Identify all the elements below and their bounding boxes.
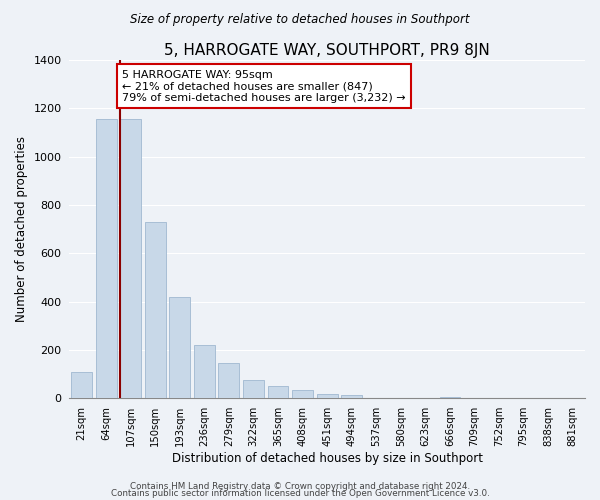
Bar xyxy=(268,386,289,398)
Bar xyxy=(96,120,116,398)
Bar xyxy=(317,394,338,398)
Bar xyxy=(341,395,362,398)
Text: Size of property relative to detached houses in Southport: Size of property relative to detached ho… xyxy=(130,12,470,26)
Bar xyxy=(218,362,239,398)
Bar xyxy=(145,222,166,398)
Y-axis label: Number of detached properties: Number of detached properties xyxy=(15,136,28,322)
Bar xyxy=(440,397,460,398)
Title: 5, HARROGATE WAY, SOUTHPORT, PR9 8JN: 5, HARROGATE WAY, SOUTHPORT, PR9 8JN xyxy=(164,42,490,58)
X-axis label: Distribution of detached houses by size in Southport: Distribution of detached houses by size … xyxy=(172,452,482,465)
Text: 5 HARROGATE WAY: 95sqm
← 21% of detached houses are smaller (847)
79% of semi-de: 5 HARROGATE WAY: 95sqm ← 21% of detached… xyxy=(122,70,406,103)
Bar xyxy=(71,372,92,398)
Bar xyxy=(120,120,141,398)
Bar xyxy=(292,390,313,398)
Text: Contains HM Land Registry data © Crown copyright and database right 2024.: Contains HM Land Registry data © Crown c… xyxy=(130,482,470,491)
Bar xyxy=(169,297,190,398)
Text: Contains public sector information licensed under the Open Government Licence v3: Contains public sector information licen… xyxy=(110,489,490,498)
Bar xyxy=(243,380,264,398)
Bar xyxy=(194,346,215,399)
